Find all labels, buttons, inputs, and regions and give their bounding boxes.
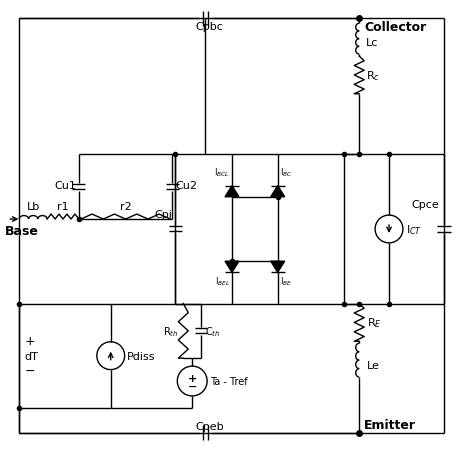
Polygon shape [225, 262, 239, 273]
Text: Pdiss: Pdiss [126, 351, 155, 361]
Text: Cu2: Cu2 [175, 180, 197, 190]
Text: +: + [188, 373, 197, 383]
Text: I$_{BE}$: I$_{BE}$ [280, 275, 292, 287]
Text: Cpbc: Cpbc [195, 22, 223, 32]
Text: I$_{BEL}$: I$_{BEL}$ [215, 275, 230, 287]
Text: I$_{CT}$: I$_{CT}$ [406, 223, 422, 236]
Text: I$_{BCL}$: I$_{BCL}$ [214, 166, 230, 178]
Bar [175, 155, 344, 304]
Text: I$_{BC}$: I$_{BC}$ [280, 166, 292, 178]
Text: R$_{th}$: R$_{th}$ [163, 324, 178, 338]
Polygon shape [271, 262, 285, 273]
Text: Emitter: Emitter [364, 418, 416, 431]
Text: Base: Base [5, 225, 39, 238]
Text: R$_E$: R$_E$ [367, 316, 382, 330]
Text: Collector: Collector [364, 21, 426, 34]
Text: dT: dT [24, 351, 38, 361]
Text: −: − [24, 364, 35, 377]
Polygon shape [225, 186, 239, 198]
Text: +: + [24, 335, 35, 348]
Text: r2: r2 [120, 202, 131, 212]
Text: C$_{th}$: C$_{th}$ [205, 324, 221, 338]
Text: Lb: Lb [27, 202, 40, 212]
Text: Cu1: Cu1 [54, 180, 76, 190]
Text: Ta - Tref: Ta - Tref [210, 376, 248, 386]
Text: r1: r1 [57, 202, 69, 212]
Text: Lc: Lc [366, 38, 379, 48]
Text: Cpi: Cpi [154, 210, 172, 220]
Text: Cpce: Cpce [411, 200, 439, 210]
Text: −: − [187, 381, 197, 391]
Text: Le: Le [367, 360, 380, 370]
Polygon shape [271, 186, 285, 198]
Text: R$_c$: R$_c$ [366, 69, 380, 83]
Text: Cpeb: Cpeb [195, 421, 224, 431]
